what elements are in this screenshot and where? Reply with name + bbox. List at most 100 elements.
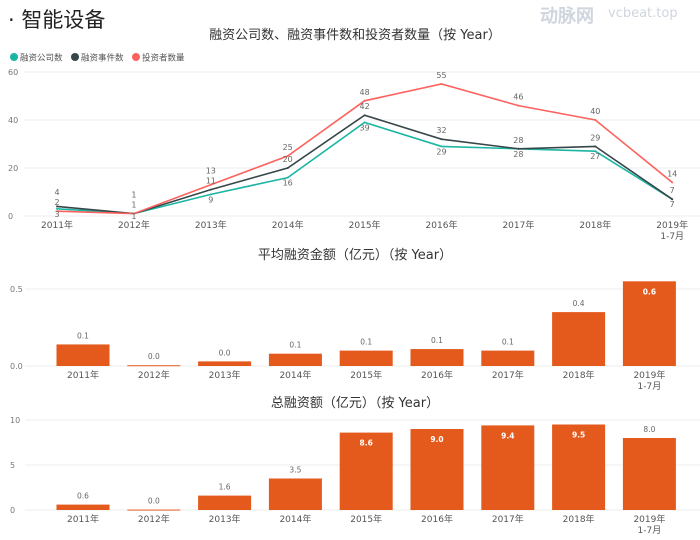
x-tick-label: 1-7月	[660, 231, 684, 242]
data-point	[517, 147, 520, 150]
data-label: 0.0	[219, 348, 231, 357]
data-label: 40	[590, 107, 600, 116]
x-tick-label: 2015年	[350, 369, 382, 381]
y-tick-label: 0	[10, 506, 15, 515]
data-point	[286, 155, 289, 157]
x-tick-label: 2018年	[563, 513, 595, 525]
data-point	[594, 145, 597, 148]
bar	[268, 478, 322, 510]
data-point	[363, 114, 366, 117]
bar	[410, 349, 464, 366]
chart-title: 融资公司数、融资事件数和投资者数量（按 Year）	[209, 27, 501, 43]
chart-title: 平均融资金额（亿元）（按 Year）	[258, 247, 452, 263]
x-tick-label: 2012年	[118, 219, 150, 231]
data-point	[440, 138, 443, 141]
bar	[127, 509, 181, 511]
data-label: 1.6	[219, 483, 231, 492]
legend-label: 投资者数量	[142, 53, 185, 64]
data-label: 3.5	[289, 466, 301, 475]
y-tick-label: 20	[8, 164, 18, 173]
data-label: 0.0	[148, 497, 160, 506]
data-label: 7	[670, 200, 675, 209]
watermark-site: vcbeat.top	[608, 6, 678, 21]
x-tick-label: 2014年	[279, 513, 311, 525]
x-tick-label: 2013年	[209, 369, 241, 381]
data-label: 2	[54, 198, 59, 207]
data-point	[209, 183, 212, 186]
x-tick-label: 1-7月	[638, 381, 662, 392]
x-tick-label: 2016年	[421, 513, 453, 525]
x-tick-label: 2018年	[563, 369, 595, 381]
x-tick-label: 2019年	[633, 513, 665, 525]
page-title: · 智能设备	[8, 8, 106, 32]
legend-marker	[10, 53, 18, 61]
data-point	[517, 104, 520, 107]
data-label: 28	[513, 136, 523, 145]
x-tick-label: 2016年	[426, 219, 458, 231]
data-point	[440, 145, 443, 148]
bar	[56, 504, 110, 510]
x-tick-label: 2017年	[492, 513, 524, 525]
x-tick-label: 2011年	[67, 513, 99, 525]
bar	[481, 425, 535, 510]
data-label: 29	[436, 147, 446, 156]
data-label: 20	[283, 155, 293, 164]
data-label: 8.6	[360, 439, 373, 448]
data-label: 3	[54, 210, 59, 219]
data-label: 0.0	[148, 352, 160, 361]
x-tick-label: 2014年	[279, 369, 311, 381]
data-label: 0.1	[360, 338, 372, 347]
x-tick-label: 2015年	[350, 513, 382, 525]
data-point	[56, 205, 58, 208]
y-tick-label: 60	[8, 68, 18, 77]
data-label: 9.5	[572, 431, 585, 440]
bar	[339, 350, 393, 366]
data-label: 8.0	[643, 425, 655, 434]
bar	[481, 350, 535, 366]
bar	[56, 344, 110, 366]
data-label: 48	[360, 88, 370, 97]
data-point	[594, 150, 597, 153]
data-label: 13	[206, 167, 216, 176]
x-tick-label: 2019年	[633, 369, 665, 381]
data-label: 9.4	[501, 431, 514, 440]
y-tick-label: 10	[10, 416, 20, 425]
legend-label: 融资事件数	[81, 53, 124, 64]
x-tick-label: 2011年	[67, 369, 99, 381]
data-label: 4	[54, 188, 59, 197]
x-tick-label: 1-7月	[638, 525, 662, 536]
data-point	[440, 83, 443, 85]
data-label: 55	[436, 71, 446, 80]
y-tick-label: 0	[8, 212, 13, 221]
data-label: 32	[436, 126, 446, 135]
legend-marker	[71, 53, 79, 61]
data-label: 7	[670, 186, 675, 195]
x-tick-label: 2018年	[579, 219, 611, 231]
bar	[268, 353, 322, 366]
bar	[622, 438, 676, 510]
data-label: 11	[206, 177, 216, 186]
data-label: 28	[513, 150, 523, 159]
bar	[622, 281, 676, 366]
data-point	[594, 119, 597, 121]
data-point	[671, 198, 674, 201]
data-label: 0.1	[289, 341, 301, 350]
bar	[127, 365, 181, 367]
x-tick-label: 2017年	[492, 369, 524, 381]
bar	[552, 312, 606, 366]
legend-marker	[132, 53, 140, 61]
data-label: 25	[283, 143, 293, 152]
data-label: 0.4	[573, 299, 585, 308]
chart-title: 总融资额（亿元）（按 Year）	[271, 396, 439, 411]
x-tick-label: 2019年	[656, 219, 688, 231]
y-tick-label: 5	[10, 461, 15, 470]
data-label: 14	[667, 169, 677, 178]
data-label: 46	[513, 93, 523, 102]
data-label: 0.1	[431, 336, 443, 345]
data-label: 0.6	[643, 287, 656, 296]
x-tick-label: 2016年	[421, 369, 453, 381]
data-label: 42	[360, 102, 370, 111]
data-point	[56, 207, 58, 210]
data-point	[209, 193, 212, 196]
